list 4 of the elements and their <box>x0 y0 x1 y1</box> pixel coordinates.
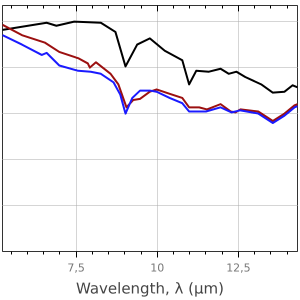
x-tick-label: 7,5 <box>67 262 85 274</box>
x-axis-title: Wavelength, λ (µm) <box>76 280 224 298</box>
x-tick-label: 10 <box>150 262 164 274</box>
x-tick-label: 12,5 <box>226 262 251 274</box>
